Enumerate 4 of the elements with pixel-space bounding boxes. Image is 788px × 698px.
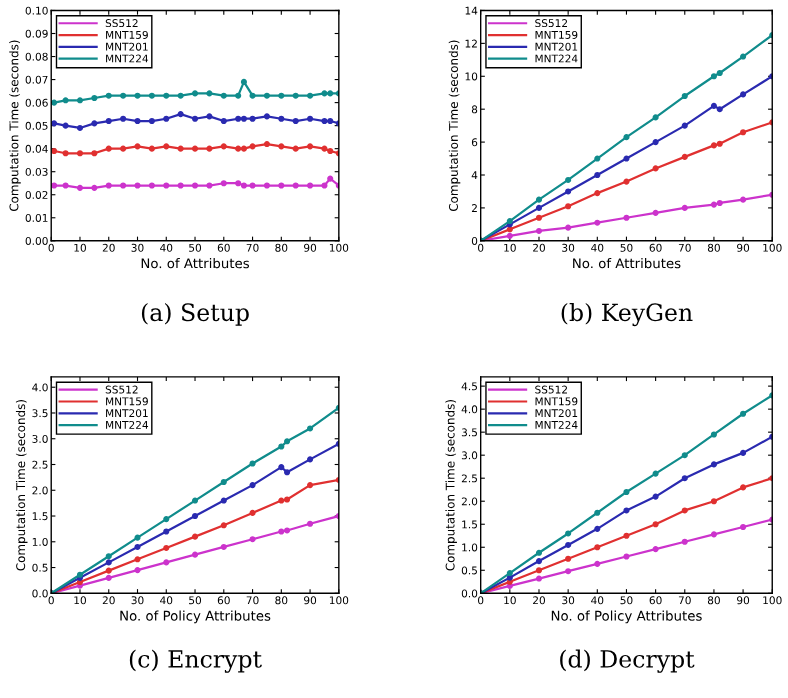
text: (c) Encrypt xyxy=(129,649,262,673)
text: (d) Decrypt xyxy=(560,649,695,673)
text: (a) Setup xyxy=(141,302,249,326)
text: (b) KeyGen xyxy=(561,302,693,327)
